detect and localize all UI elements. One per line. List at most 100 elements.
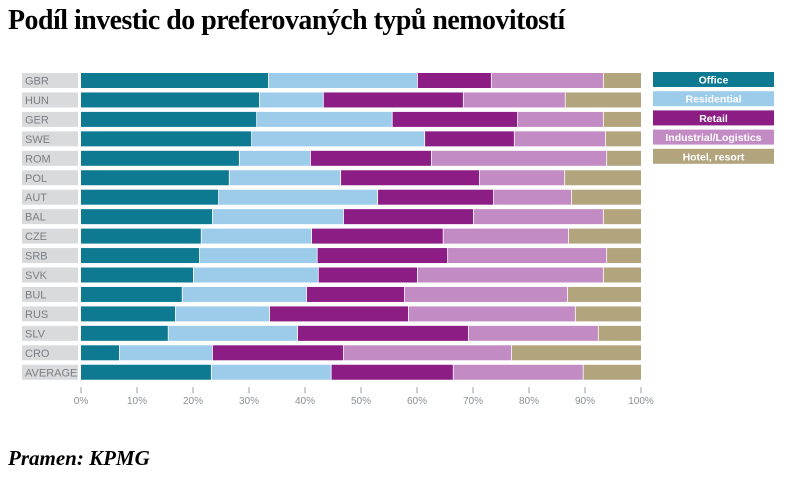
- bar-segment-hotel-resort: [607, 248, 641, 264]
- bar-segment-industrial-logistics: [443, 228, 569, 244]
- category-label-bg: [22, 248, 78, 264]
- legend: Office Residential Retail Industrial/Logist…: [653, 72, 774, 164]
- legend-swatch: [653, 72, 774, 87]
- bar-segment-office: [81, 209, 213, 225]
- bar-segment-residential: [259, 92, 323, 108]
- bar-segment-industrial-logistics: [343, 345, 512, 361]
- category-label: HUN: [25, 95, 49, 107]
- legend-swatch: [653, 129, 774, 145]
- x-tick-label: 40%: [295, 396, 315, 407]
- bar-segment-retail: [341, 170, 480, 186]
- bar-segment-industrial-logistics: [473, 209, 603, 225]
- category-label-bg: [22, 306, 78, 322]
- category-label: ROM: [25, 153, 51, 165]
- bar-segment-retail: [331, 364, 453, 380]
- category-label: POL: [25, 173, 47, 185]
- category-label-bg: [22, 92, 78, 108]
- category-label: CZE: [25, 231, 47, 243]
- bar-segment-retail: [269, 306, 409, 322]
- category-label-bg: [22, 345, 78, 361]
- category-label: GER: [25, 114, 49, 126]
- bar-segment-industrial-logistics: [479, 170, 565, 186]
- bar-segment-hotel-resort: [603, 111, 641, 127]
- bar-segment-residential: [257, 111, 392, 127]
- x-tick-label: 0%: [74, 396, 89, 407]
- bar-segment-industrial-logistics: [404, 286, 568, 302]
- category-label-bg: [22, 170, 78, 186]
- category-label: GBR: [25, 76, 49, 88]
- bar-segment-residential: [268, 73, 417, 88]
- bar-segment-retail: [212, 345, 344, 361]
- bar-segment-hotel-resort: [567, 286, 641, 302]
- bar-segment-retail: [318, 267, 417, 283]
- bar-segment-residential: [168, 325, 298, 341]
- legend-label: Office: [699, 75, 729, 87]
- category-label-bg: [22, 73, 78, 88]
- category-label-bg: [22, 189, 78, 205]
- bar-segment-retail: [311, 228, 443, 244]
- bar-segment-retail: [392, 111, 518, 127]
- bar-segment-industrial-logistics: [493, 189, 571, 205]
- bar-segment-residential: [219, 189, 378, 205]
- bar-segment-residential: [199, 248, 317, 264]
- bar-segment-residential: [193, 267, 318, 283]
- bar-segment-hotel-resort: [603, 267, 641, 283]
- category-label: BAL: [25, 212, 46, 224]
- bar-segment-hotel-resort: [603, 209, 641, 225]
- bar-segment-retail: [310, 150, 431, 166]
- x-axis-group: 0% 10% 20% 30% 40% 50% 60% 70% 80% 90% 100%: [74, 387, 654, 407]
- bar-segment-residential: [212, 209, 344, 225]
- category-label: SLV: [25, 328, 46, 340]
- source-note: Pramen: KPMG: [8, 446, 150, 470]
- bar-segment-hotel-resort: [569, 228, 641, 244]
- category-label: SWE: [25, 134, 50, 146]
- legend-label: Residential: [685, 94, 741, 106]
- category-labels-group: GBR HUN GER SWE ROM POL AUT BAL CZE SRB SVK BUL RUS S…: [22, 73, 78, 380]
- bar-segment-retail: [317, 248, 448, 264]
- bar-segment-hotel-resort: [607, 150, 641, 166]
- bar-segment-office: [81, 111, 257, 127]
- x-tick-label: 10%: [127, 396, 147, 407]
- bar-segment-residential: [211, 364, 331, 380]
- bar-segment-industrial-logistics: [408, 306, 575, 322]
- x-tick-label: 60%: [407, 396, 427, 407]
- bar-segment-residential: [119, 345, 213, 361]
- bar-segment-office: [81, 345, 120, 361]
- x-tick-label: 80%: [519, 396, 539, 407]
- category-label: RUS: [25, 309, 48, 321]
- bars-group: [81, 73, 641, 380]
- bar-segment-retail: [417, 73, 491, 88]
- category-label: BUL: [25, 289, 46, 301]
- bar-segment-industrial-logistics: [468, 325, 598, 341]
- bar-segment-office: [81, 131, 252, 147]
- bar-segment-residential: [239, 150, 311, 166]
- bar-segment-office: [81, 73, 269, 88]
- bar-segment-retail: [425, 131, 514, 147]
- bar-segment-industrial-logistics: [417, 267, 603, 283]
- category-label-bg: [22, 364, 78, 380]
- bar-segment-office: [81, 325, 168, 341]
- legend-label: Hotel, resort: [683, 151, 745, 163]
- bar-segment-hotel-resort: [575, 306, 641, 322]
- bar-segment-retail: [297, 325, 468, 341]
- bar-segment-industrial-logistics: [448, 248, 607, 264]
- bar-segment-office: [81, 306, 176, 322]
- legend-swatch: [653, 91, 774, 107]
- category-label: CRO: [25, 348, 50, 360]
- bar-segment-hotel-resort: [565, 170, 641, 186]
- bar-segment-hotel-resort: [603, 73, 641, 88]
- category-label: SRB: [25, 251, 48, 263]
- category-label-bg: [22, 131, 78, 147]
- legend-label: Industrial/Logistics: [665, 132, 761, 144]
- x-tick-label: 90%: [575, 396, 595, 407]
- category-label-bg: [22, 228, 78, 244]
- category-label: AVERAGE: [25, 367, 77, 379]
- bar-segment-office: [81, 170, 229, 186]
- category-label-bg: [22, 209, 78, 225]
- bar-segment-office: [81, 364, 211, 380]
- page-title: Podíl investic do preferovaných typů nem…: [8, 4, 565, 36]
- bar-segment-retail: [343, 209, 473, 225]
- bar-segment-office: [81, 92, 260, 108]
- category-label-bg: [22, 325, 78, 341]
- bar-segment-residential: [182, 286, 307, 302]
